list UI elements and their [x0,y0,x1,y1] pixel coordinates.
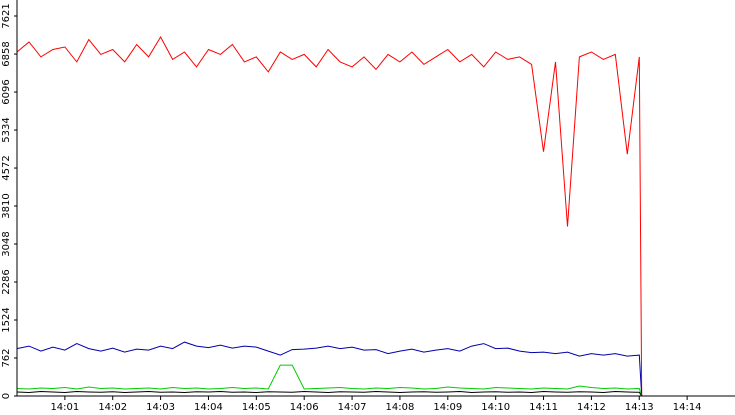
y-tick-label: 5334 [1,117,12,142]
y-tick-label: 2286 [1,269,12,294]
x-tick-label: 14:02 [98,402,127,413]
x-tick-label: 14:10 [481,402,510,413]
x-tick-label: 14:03 [146,402,175,413]
x-tick-label: 14:13 [625,402,654,413]
series-line [16,35,643,397]
y-tick-label: 0 [1,393,12,399]
y-tick-label: 6858 [1,41,12,66]
y-tick-label: 1524 [1,307,12,332]
series-line [16,341,643,397]
y-tick-label: 3048 [1,231,12,256]
y-tick-label: 7621 [1,3,12,28]
x-tick-label: 14:04 [194,402,223,413]
x-tick-label: 14:01 [50,402,79,413]
x-tick-label: 14:06 [290,402,319,413]
y-tick-label: 4572 [1,155,12,180]
x-tick-label: 14:11 [529,402,558,413]
x-tick-label: 14:14 [673,402,702,413]
y-tick-label: 762 [1,348,12,367]
x-tick-label: 14:05 [242,402,271,413]
series-line [16,364,643,397]
x-tick-label: 14:12 [577,402,606,413]
y-tick-label: 6096 [1,79,12,104]
y-tick-label: 3810 [1,193,12,218]
series-line [16,390,643,397]
x-tick-label: 14:09 [433,402,462,413]
x-tick-label: 14:07 [338,402,367,413]
x-tick-label: 14:08 [386,402,415,413]
